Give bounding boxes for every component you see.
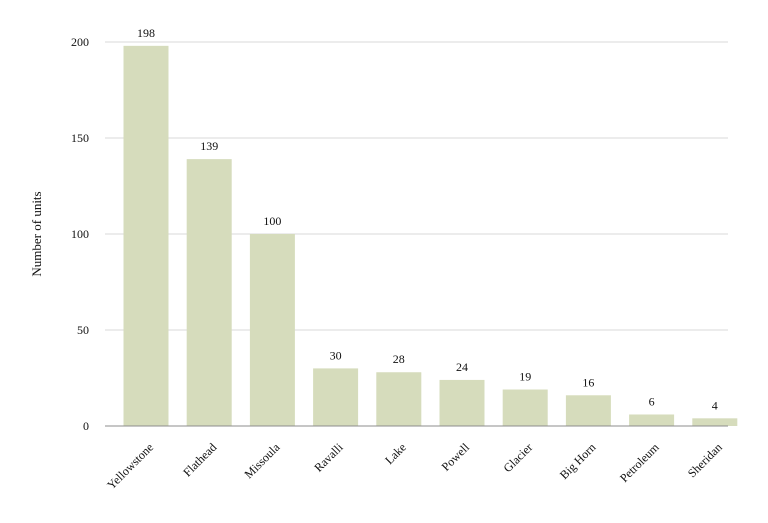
x-axis-ticks: Yellowstone Flathead Missoula Ravalli Lake Po… (104, 440, 725, 492)
x-tick-label: Missoula (241, 440, 282, 481)
bar (439, 379, 485, 426)
x-tick-label: Powell (439, 440, 473, 474)
y-tick-label: 100 (71, 227, 89, 241)
bar (249, 234, 295, 426)
bars (123, 45, 738, 427)
y-axis-title: Number of units (29, 191, 44, 276)
data-label: 24 (456, 360, 468, 374)
x-tick-label: Sheridan (685, 440, 725, 480)
y-tick-label: 0 (83, 419, 89, 433)
x-tick-label: Petroleum (617, 440, 662, 485)
bar (629, 414, 675, 426)
bar (502, 389, 548, 426)
data-label: 28 (393, 352, 405, 366)
data-label: 6 (649, 394, 655, 408)
data-label: 198 (137, 26, 155, 40)
bar (123, 45, 169, 427)
y-tick-label: 200 (71, 35, 89, 49)
data-label: 139 (200, 139, 218, 153)
bar (376, 372, 422, 426)
data-labels: 198 139 100 30 28 24 19 16 6 4 (137, 26, 718, 412)
bar (313, 368, 359, 426)
bar (565, 395, 611, 426)
data-label: 30 (330, 348, 342, 362)
data-label: 19 (519, 370, 531, 384)
bar (692, 418, 738, 426)
data-label: 100 (263, 214, 281, 228)
y-axis-ticks: 0 50 100 150 200 (71, 35, 89, 433)
x-tick-label: Lake (382, 440, 409, 467)
x-tick-label: Big Horn (557, 440, 599, 482)
y-tick-label: 50 (77, 323, 89, 337)
bar (186, 159, 232, 426)
x-tick-label: Ravalli (311, 440, 346, 475)
x-tick-label: Glacier (500, 440, 535, 475)
y-tick-label: 150 (71, 131, 89, 145)
x-tick-label: Flathead (180, 440, 219, 479)
data-label: 16 (582, 375, 594, 389)
x-tick-label: Yellowstone (104, 440, 156, 492)
data-label: 4 (712, 398, 718, 412)
